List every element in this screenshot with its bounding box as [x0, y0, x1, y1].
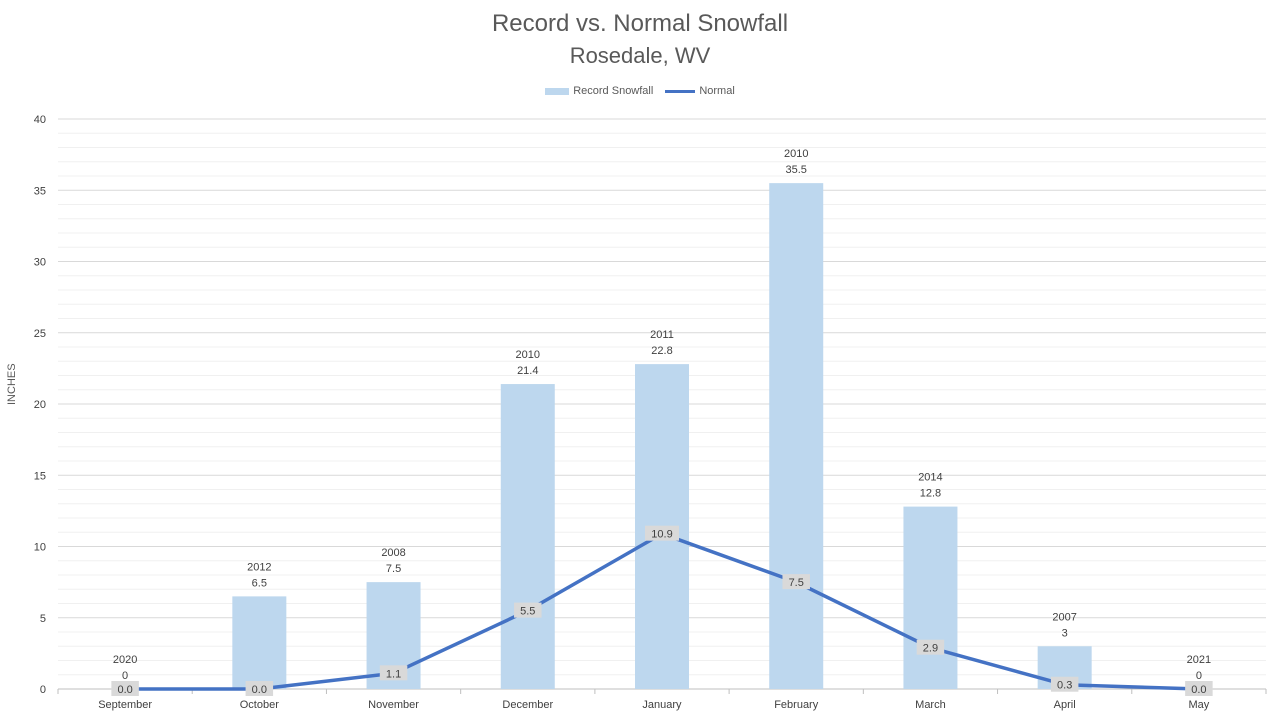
line-label-box: [514, 602, 542, 618]
bar-year-label: 2021: [1187, 654, 1211, 666]
bar-year-label: 2020: [113, 654, 137, 666]
bar-year-label: 2010: [516, 349, 540, 361]
chart-subtitle: Rosedale, WV: [569, 43, 711, 68]
legend-item-normal: Normal: [665, 85, 735, 97]
x-tick-label: March: [915, 699, 946, 711]
line-label-box: [245, 681, 274, 696]
x-tick-label: November: [368, 699, 419, 711]
line-label-box: [645, 525, 679, 541]
y-tick-label: 35: [34, 185, 46, 197]
bar-value-label: 12.8: [920, 488, 941, 500]
bar-year-label: 2007: [1052, 611, 1076, 623]
line-label-box: [1050, 676, 1079, 692]
bar-value-label: 35.5: [786, 164, 807, 176]
bar: [500, 384, 555, 689]
bar-year-label: 2014: [918, 472, 942, 484]
bar-value-label: 3: [1062, 627, 1068, 639]
y-tick-label: 15: [34, 470, 46, 482]
x-tick-label: January: [642, 699, 682, 711]
line-label-box: [1185, 681, 1213, 696]
y-tick-label: 40: [34, 114, 46, 126]
legend-label-normal: Normal: [699, 85, 735, 97]
line-label-box: [111, 681, 139, 696]
y-tick-label: 20: [34, 399, 46, 411]
x-tick-label: February: [774, 699, 819, 711]
y-tick-label: 30: [34, 257, 46, 269]
line-value-label: 0.0: [117, 684, 132, 696]
legend: Record Snowfall Normal: [0, 85, 1280, 97]
bar-year-label: 2011: [650, 329, 674, 341]
legend-swatch-normal: [665, 89, 696, 93]
line-value-label: 1.1: [386, 668, 401, 680]
x-tick-label: December: [502, 699, 553, 711]
line-value-label: 0.3: [1057, 680, 1072, 692]
legend-swatch-record: [545, 87, 570, 95]
line-value-label: 7.5: [789, 577, 804, 589]
bar-year-label: 2012: [247, 561, 271, 573]
line-label-box: [782, 574, 810, 590]
bar-value-label: 0: [1196, 670, 1202, 682]
y-tick-label: 0: [40, 684, 46, 696]
line-value-label: 0.0: [1191, 684, 1206, 696]
line-value-label: 0.0: [252, 684, 267, 696]
line-value-label: 5.5: [520, 606, 535, 618]
y-tick-label: 10: [34, 542, 46, 554]
bar-year-label: 2010: [784, 148, 808, 160]
legend-label-record: Record Snowfall: [573, 85, 654, 97]
bar: [769, 183, 824, 689]
bar-value-label: 0: [122, 670, 128, 682]
x-tick-label: October: [240, 699, 279, 711]
y-tick-label: 5: [40, 613, 46, 625]
bar-value-label: 21.4: [517, 365, 538, 377]
chart-title: Record vs. Normal Snowfall: [491, 10, 789, 37]
bar: [903, 506, 958, 689]
line-label-box: [916, 639, 945, 655]
x-tick-label: May: [1188, 699, 1209, 711]
bar-value-label: 22.8: [651, 345, 672, 357]
bar-value-label: 7.5: [386, 563, 401, 575]
legend-item-record: Record Snowfall: [545, 85, 653, 97]
bar-value-label: 6.5: [252, 577, 267, 589]
y-tick-label: 25: [34, 328, 46, 340]
line-value-label: 10.9: [651, 529, 672, 541]
line-value-label: 2.9: [923, 643, 938, 655]
x-tick-label: September: [98, 699, 152, 711]
line-label-box: [379, 665, 408, 681]
bar-year-label: 2008: [381, 547, 405, 559]
x-tick-label: April: [1054, 699, 1076, 711]
bar: [232, 596, 287, 689]
